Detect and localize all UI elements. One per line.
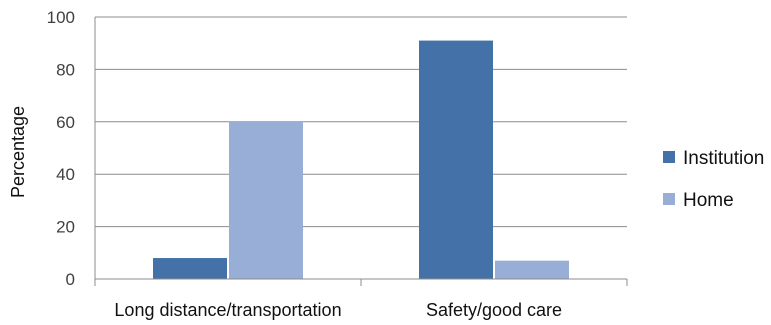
y-tick-label: 20 xyxy=(56,218,75,237)
y-tick-label: 80 xyxy=(56,60,75,79)
y-axis-title: Percentage xyxy=(8,106,28,198)
legend: Institution Home xyxy=(663,148,764,211)
bar-institution-0 xyxy=(153,258,227,279)
gridlines xyxy=(95,16,627,228)
legend-label-home: Home xyxy=(683,190,734,211)
y-tick-label: 0 xyxy=(66,270,75,289)
x-category-label: Long distance/transportation xyxy=(114,300,341,320)
y-tick-label: 100 xyxy=(47,8,75,27)
x-category-label: Safety/good care xyxy=(426,300,562,320)
legend-label-institution: Institution xyxy=(683,148,764,169)
bars xyxy=(153,40,569,279)
y-tick-labels: 0 20 40 60 80 100 xyxy=(47,8,75,289)
y-tick-label: 40 xyxy=(56,165,75,184)
legend-swatch-institution xyxy=(663,151,675,163)
category-labels: Long distance/transportation Safety/good … xyxy=(114,300,562,320)
axes xyxy=(94,17,628,286)
legend-swatch-home xyxy=(663,193,675,205)
bar-institution-1 xyxy=(419,40,493,279)
y-tick-label: 60 xyxy=(56,113,75,132)
bar-home-0 xyxy=(229,121,303,279)
bar-home-1 xyxy=(495,260,569,279)
